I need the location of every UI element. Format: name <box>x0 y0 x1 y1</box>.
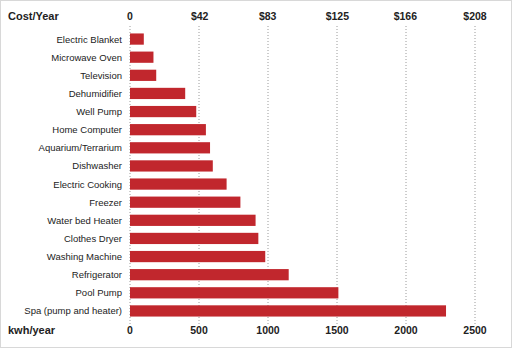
bar <box>130 287 338 298</box>
bar <box>130 88 185 99</box>
grid-line <box>475 26 476 324</box>
category-labels: Electric Blanket Microwave Oven Television… <box>24 34 122 317</box>
bar <box>130 70 156 81</box>
category-label: Television <box>80 70 122 81</box>
background <box>1 1 512 348</box>
tick-label: $125 <box>326 10 350 22</box>
x-axis: 0 500 1000 1500 2000 2500 kwh/year <box>8 324 487 336</box>
tick-label: $166 <box>394 10 418 22</box>
axis-label: Cost/Year <box>8 10 59 22</box>
tick-label: 1500 <box>325 324 349 336</box>
category-label: Washing Machine <box>47 251 122 262</box>
bar <box>130 106 196 117</box>
grid <box>130 26 475 324</box>
bar <box>130 233 258 244</box>
tick-label: $42 <box>191 10 209 22</box>
bar <box>130 197 240 208</box>
tick-label: 500 <box>190 324 208 336</box>
bar <box>130 178 227 189</box>
tick-label: $83 <box>259 10 277 22</box>
category-label: Clothes Dryer <box>64 233 122 244</box>
bars <box>130 33 446 316</box>
category-label: Microwave Oven <box>51 52 122 63</box>
bar <box>130 33 144 44</box>
category-label: Aquarium/Terrarium <box>39 142 122 153</box>
category-label: Freezer <box>89 197 122 208</box>
category-label: Home Computer <box>52 124 122 135</box>
bar <box>130 215 256 226</box>
tick-label: 1000 <box>256 324 280 336</box>
bar <box>130 142 210 153</box>
tick-label: 2500 <box>463 324 487 336</box>
bar <box>130 52 153 63</box>
bar <box>130 305 446 316</box>
tick-label: 2000 <box>394 324 418 336</box>
bar <box>130 160 213 171</box>
bar <box>130 269 289 280</box>
chart: Electric Blanket Microwave Oven Television… <box>0 0 512 348</box>
grid-line <box>406 26 407 324</box>
category-label: Electric Cooking <box>53 179 122 190</box>
bar <box>130 124 206 135</box>
category-label: Spa (pump and heater) <box>24 305 122 316</box>
tick-label: 0 <box>127 324 133 336</box>
category-label: Water bed Heater <box>47 215 122 226</box>
category-label: Dehumidifier <box>69 88 122 99</box>
category-label: Dishwasher <box>72 160 122 171</box>
axis-label: kwh/year <box>8 324 56 336</box>
tick-label: 0 <box>127 10 133 22</box>
tick-label: $208 <box>463 10 487 22</box>
category-label: Refrigerator <box>72 269 122 280</box>
category-label: Electric Blanket <box>57 34 123 45</box>
category-label: Pool Pump <box>76 287 122 298</box>
x2-axis: 0 $42 $83 $125 $166 $208 Cost/Year <box>8 10 487 22</box>
category-label: Well Pump <box>76 106 122 117</box>
bar <box>130 251 265 262</box>
grid-line <box>337 26 338 324</box>
